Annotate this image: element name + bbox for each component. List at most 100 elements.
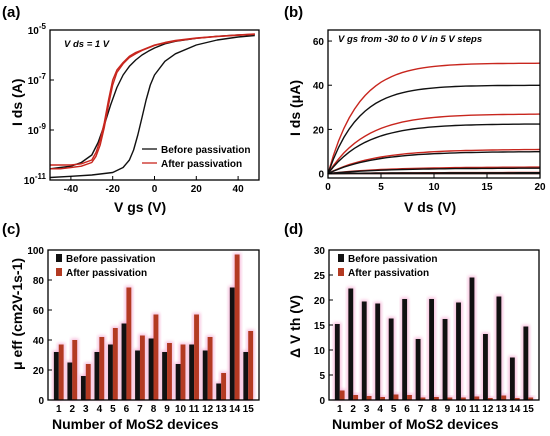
panel-c-bar-after <box>72 340 78 400</box>
panel-d-bar-before <box>496 296 502 400</box>
panel-c-ylabel: μ eff (cm2V-1s-1) <box>9 258 25 370</box>
panel-a-ytick-label: 10-7 <box>28 72 47 87</box>
panel-d-xtick-label: 9 <box>445 404 451 415</box>
panel-d-xtick-label: 2 <box>350 404 356 415</box>
panel-c-yticks: 0 20 40 60 80 100 <box>27 246 52 407</box>
panel-b-curve-after-3 <box>327 148 541 175</box>
panel-c-bar-before <box>80 376 86 400</box>
panel-c-xtick-label: 15 <box>243 404 255 415</box>
panel-d-bar-after <box>366 396 372 400</box>
panel-a-xticks: -40 -20 0 20 40 <box>64 176 244 195</box>
panel-c-xtick-label: 2 <box>70 404 76 415</box>
panel-d-xtick-label: 12 <box>482 404 494 415</box>
panel-b-curve-after-4 <box>327 113 541 174</box>
panel-c-xlabel: Number of MoS2 devices <box>52 416 219 432</box>
panel-c-bar-before <box>135 350 140 400</box>
legend-after-swatch <box>56 268 62 276</box>
panel-b: (b) V gs from -30 to 0 V in 5 V steps 0 5… <box>284 4 546 215</box>
panel-d-bar-after <box>339 390 345 400</box>
panel-d-bar-after <box>460 397 466 400</box>
panel-d-xtick-label: 11 <box>469 404 480 415</box>
panel-d-bar-before <box>415 339 421 400</box>
panel-d-bar-before <box>483 334 488 400</box>
panel-b-label: (b) <box>284 4 303 21</box>
panel-d-bar-after <box>434 397 439 400</box>
panel-c-bar-after <box>180 344 186 400</box>
legend-before-label: Before passivation <box>161 145 250 156</box>
panel-d-bar-after <box>407 395 412 400</box>
panel-d-bar-after <box>420 397 426 400</box>
panel-b-ytick-label: 60 <box>313 37 325 48</box>
panel-d-ytick-label: 0 <box>319 396 325 407</box>
panel-d-bar-before <box>523 326 529 400</box>
panel-d-xtick-label: 3 <box>364 404 370 415</box>
panel-b-xlabel: V ds (V) <box>404 199 456 215</box>
panel-c-bar-before <box>67 362 73 400</box>
panel-c-xtick-label: 13 <box>216 404 228 415</box>
panel-b-xtick-label: 10 <box>428 182 440 193</box>
panel-c-bar-after <box>167 343 172 400</box>
panel-d-ytick-label: 10 <box>314 346 326 357</box>
panel-c-xtick-label: 12 <box>202 404 214 415</box>
panel-d-xtick-label: 14 <box>509 404 521 415</box>
panel-d-bar-after <box>393 394 399 400</box>
panel-c-bar-before <box>108 344 113 400</box>
panel-c-xtick-label: 8 <box>151 404 157 415</box>
legend-after-label: After passivation <box>348 268 429 279</box>
panel-c-bar-after <box>207 337 213 400</box>
panel-a-series <box>49 33 255 179</box>
panel-d-bar-before <box>348 288 354 400</box>
panel-c-bar-before <box>243 352 249 400</box>
panel-c-frame <box>47 249 260 401</box>
panel-d-bar-before <box>456 302 461 400</box>
panel-b-series <box>327 62 541 175</box>
panel-d-ytick-label: 15 <box>314 321 326 332</box>
panel-c-bar-after <box>234 254 240 400</box>
panel-d-bar-before <box>509 357 515 400</box>
panel-c-xtick-label: 9 <box>164 404 170 415</box>
panel-c-xticks: 1 2 3 4 5 6 7 8 9 10 11 12 13 14 15 <box>56 404 254 415</box>
panel-d-xtick-label: 10 <box>455 404 467 415</box>
panel-b-yticks: 0 20 40 60 <box>313 37 332 181</box>
panel-c-xtick-label: 7 <box>137 404 143 415</box>
panel-c-ytick-label: 0 <box>38 396 44 407</box>
legend-after-label: After passivation <box>66 268 147 279</box>
panel-a-xtick-label: -20 <box>105 184 120 195</box>
panel-c-bar-after <box>139 335 145 400</box>
panel-c-ytick-label: 80 <box>33 276 45 287</box>
panel-c-bar-after <box>58 344 64 400</box>
panel-a-label: (a) <box>2 4 20 21</box>
panel-a: (a) V ds = 1 V -40 -20 0 20 40 10-11 10-9 10-7… <box>2 4 260 215</box>
panel-d-bar-before <box>402 299 408 400</box>
panel-b-curve-after-5 <box>327 62 541 174</box>
panel-d-bar-before <box>429 299 434 400</box>
panel-c-bar-after <box>126 287 132 400</box>
panel-b-xtick-label: 0 <box>325 182 331 193</box>
panel-a-frame <box>49 29 260 181</box>
panel-b-curve-before-3 <box>327 150 540 175</box>
panel-d-bar-after <box>487 398 493 400</box>
panel-d-xtick-label: 7 <box>418 404 424 415</box>
panel-b-xticks: 0 5 10 15 20 <box>325 174 546 193</box>
panel-a-xtick-label: 0 <box>152 184 158 195</box>
panel-b-xtick-label: 15 <box>481 182 493 193</box>
panel-c-bar-after <box>85 364 91 400</box>
panel-d-ytick-label: 20 <box>314 296 326 307</box>
panel-b-xtick-label: 5 <box>378 182 384 193</box>
panel-d-ylabel: Δ V th (V) <box>287 295 303 358</box>
legend-before-label: Before passivation <box>348 254 437 265</box>
panel-a-ylabel: I ds (A) <box>9 79 25 126</box>
panel-d-bar-after <box>514 398 520 400</box>
panel-a-xtick-label: 20 <box>191 184 203 195</box>
panel-c-xtick-label: 11 <box>189 404 200 415</box>
panel-d-xlabel: Number of MoS2 devices <box>332 416 499 432</box>
panel-c-xtick-label: 6 <box>124 404 130 415</box>
panel-c-bar-after <box>248 331 254 400</box>
panel-c-bar-before <box>216 383 222 400</box>
panel-d-bars <box>333 276 535 400</box>
panel-d-bar-before <box>388 318 394 400</box>
panel-a-ytick-label: 10-9 <box>28 122 47 137</box>
